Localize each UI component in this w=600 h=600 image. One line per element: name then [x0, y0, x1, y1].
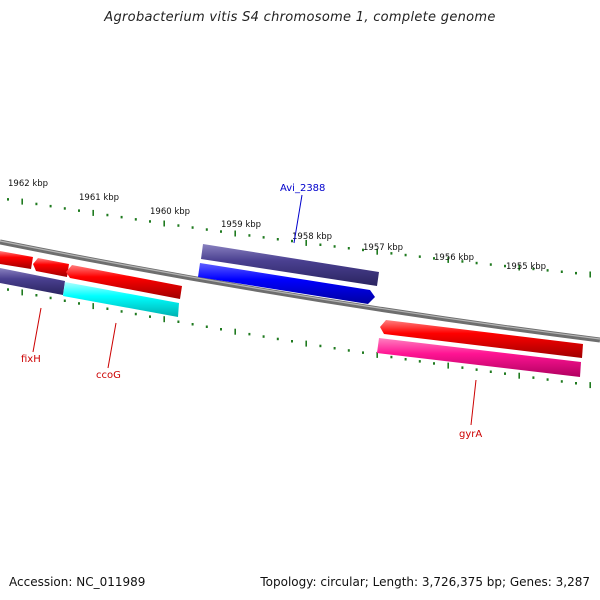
gene-ccog[interactable]: [63, 282, 179, 317]
genome-backbone-highlight: [0, 240, 600, 340]
label-gyra[interactable]: gyrA: [459, 429, 482, 440]
label-avi-2388[interactable]: Avi_2388: [280, 183, 325, 194]
leader-fixh: [32, 307, 42, 353]
scale-label-1957: 1957 kbp: [363, 243, 403, 253]
leader-avi-2388: [293, 194, 303, 244]
gene-red-ccog-upper[interactable]: [66, 265, 182, 299]
scale-label-1961: 1961 kbp: [79, 193, 119, 203]
gene-red-gyra-upper[interactable]: [380, 320, 583, 358]
accession-text: Accession: NC_011989: [9, 575, 146, 589]
scale-label-1960: 1960 kbp: [150, 207, 190, 217]
gene-gyra[interactable]: [377, 338, 581, 377]
scale-label-1958: 1958 kbp: [292, 232, 332, 242]
gene-red-left-2[interactable]: [33, 258, 69, 277]
scale-label-1955: 1955 kbp: [506, 262, 546, 272]
map-title: Agrobacterium vitis S4 chromosome 1, com…: [104, 10, 496, 25]
label-ccog[interactable]: ccoG: [96, 370, 121, 381]
gene-red-left-1[interactable]: [0, 251, 33, 269]
leader-gyra: [470, 379, 477, 426]
genome-summary-text: Topology: circular; Length: 3,726,375 bp…: [260, 575, 590, 589]
scale-label-1962: 1962 kbp: [8, 179, 48, 189]
genome-backbone: [0, 239, 600, 343]
gene-blue-forward[interactable]: [198, 263, 375, 304]
upper-tick-ring: [7, 198, 592, 278]
scale-label-1959: 1959 kbp: [221, 220, 261, 230]
scale-label-1956: 1956 kbp: [434, 253, 474, 263]
lower-tick-ring: [7, 288, 592, 389]
gene-avi-2388[interactable]: [201, 244, 379, 286]
gene-fixh[interactable]: [0, 268, 65, 295]
label-fixh[interactable]: fixH: [21, 354, 41, 365]
leader-ccog: [107, 322, 117, 369]
